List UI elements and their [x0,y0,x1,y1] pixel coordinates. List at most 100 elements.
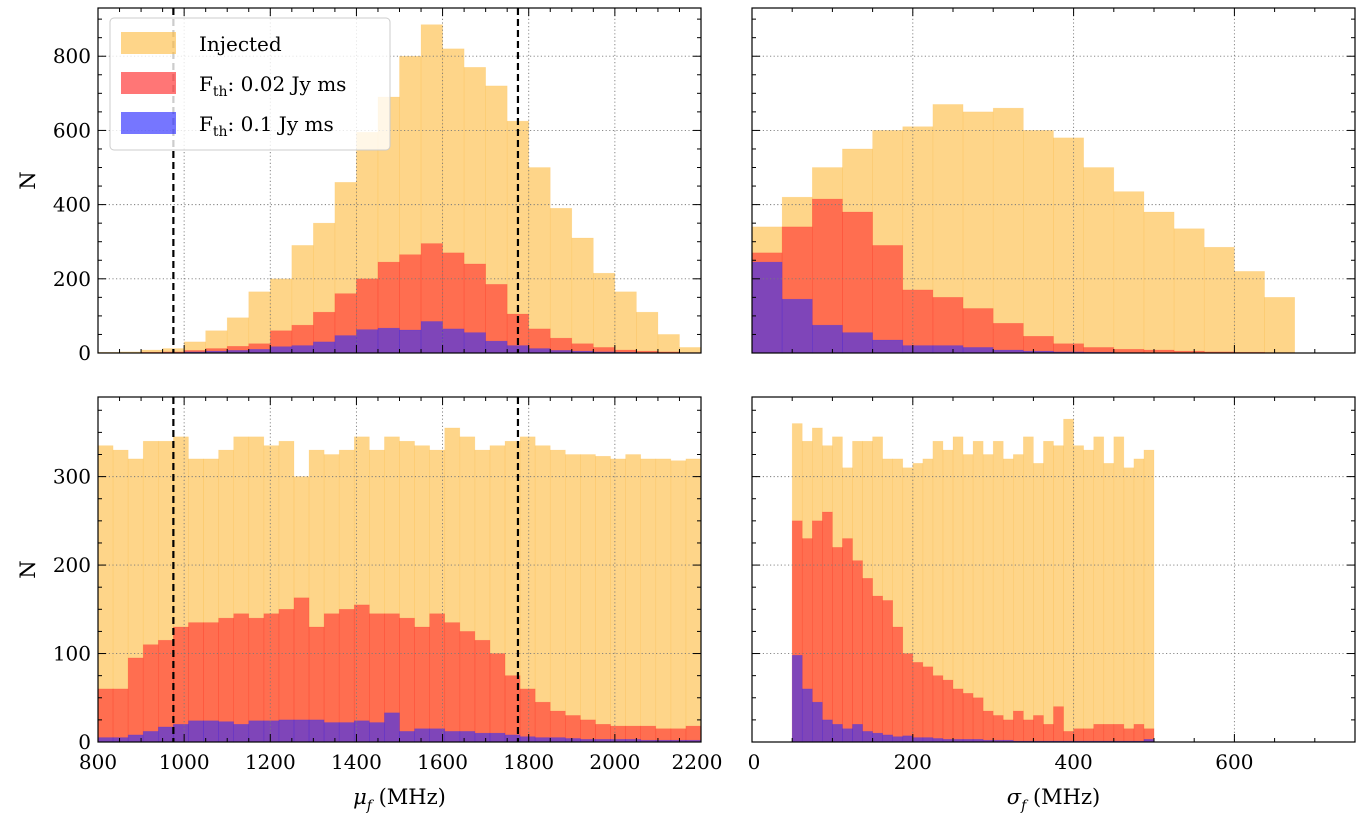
histogram-bar [534,701,551,742]
histogram-bar [862,731,873,742]
histogram-bar [1023,130,1054,353]
histogram-bar [142,644,159,742]
histogram-bar [384,712,400,742]
y-tick-label: 300 [53,465,91,489]
histogram-bar [1133,458,1145,742]
histogram-bar [534,445,551,742]
histogram-bar [1073,728,1084,742]
histogram-bar [1113,724,1125,742]
histogram-bar [811,324,843,353]
histogram-bar [399,329,422,353]
histogram-bar [752,261,783,353]
histogram-bar [420,321,443,353]
histogram-bar [549,449,566,742]
series-2 [162,321,659,353]
histogram-bar [932,345,964,353]
histogram-bar [842,332,873,353]
histogram-bar [414,728,430,742]
y-tick-label: 200 [53,267,91,291]
histogram-bar [399,731,415,742]
histogram-bar [338,722,355,742]
histogram-bar [982,454,994,742]
x-tick-label: 600 [1215,750,1253,774]
histogram-bar [1012,710,1024,742]
x-tick-label: 0 [748,750,761,774]
histogram-bar [489,732,506,742]
histogram-bar [1023,719,1034,742]
histogram-bar [248,720,265,742]
histogram-bar [892,736,904,742]
histogram-bar [962,693,974,742]
histogram-bar [942,679,954,742]
histogram-bar [791,655,803,742]
histogram-bar [353,604,370,742]
histogram-bar [902,345,934,353]
bars [791,418,1155,742]
panel-top-left: 0 200 400 600 800 N [16,7,702,365]
histogram-bar [922,737,934,742]
legend-label: Injected [199,32,282,56]
y-tick-label: 800 [53,44,91,68]
histogram-bar [636,311,659,353]
legend-box [109,17,391,151]
legend: Injected Fth: 0.02 Jy ms Fth: 0.1 Jy ms [109,17,391,151]
histogram-bar [610,458,626,742]
histogram-bar [1053,137,1084,353]
y-axis-label: N [16,560,40,578]
histogram-bar [98,737,114,742]
bars [98,427,701,742]
histogram-bar [932,297,964,353]
histogram-bar [377,327,400,353]
ticks [97,397,702,743]
histogram-bar [98,688,114,742]
histogram-bar [655,458,672,742]
histogram-bar [852,724,863,742]
histogram-bar [922,666,934,742]
histogram-bar [992,107,1024,353]
histogram-bar [313,341,336,353]
histogram-bar [188,720,204,742]
histogram-bar [112,688,129,742]
histogram-bar [534,737,551,742]
histogram-bar [338,609,355,742]
histogram-bar [565,715,581,742]
histogram-bar [293,719,310,742]
histogram-bar [872,732,883,742]
histogram-bar [580,454,596,742]
histogram-bar [972,697,984,742]
histogram-bar [269,346,293,353]
x-tick-label: 1600 [417,750,468,774]
histogram-bar [912,737,924,742]
histogram-bar [614,291,637,353]
series-2 [752,261,1145,353]
histogram-bar [902,735,914,742]
histogram-bar [1143,449,1155,742]
histogram-bar [442,328,465,353]
histogram-bar [1113,436,1125,742]
histogram-bar [1264,297,1296,353]
histogram-bar [992,715,1004,742]
series-1 [791,511,1155,742]
histogram-bar [640,725,657,742]
histogram-bar [474,639,491,742]
histogram-bar [882,600,894,742]
histogram-bar [308,719,325,742]
histogram-bar [1053,706,1064,742]
histogram-bar [353,720,370,742]
histogram-bar [781,298,813,353]
x-tick-label: 1000 [159,750,210,774]
histogram-bar [1133,724,1145,742]
x-tick-label: 200 [894,750,932,774]
histogram-bar [1093,724,1105,742]
histogram-bar [218,721,234,742]
panel-top-right [751,7,1356,354]
y-tick-label: 0 [78,341,91,365]
histogram-bar [112,737,129,742]
histogram-bar [902,289,934,353]
panel-bottom-left: 0 100 200 300 800 1000 1200 1400 1600 1800 2000 220… [16,396,722,814]
histogram-bar [549,208,573,353]
histogram-bar [992,440,1004,742]
histogram-bar [670,460,687,742]
series-2 [98,712,701,742]
